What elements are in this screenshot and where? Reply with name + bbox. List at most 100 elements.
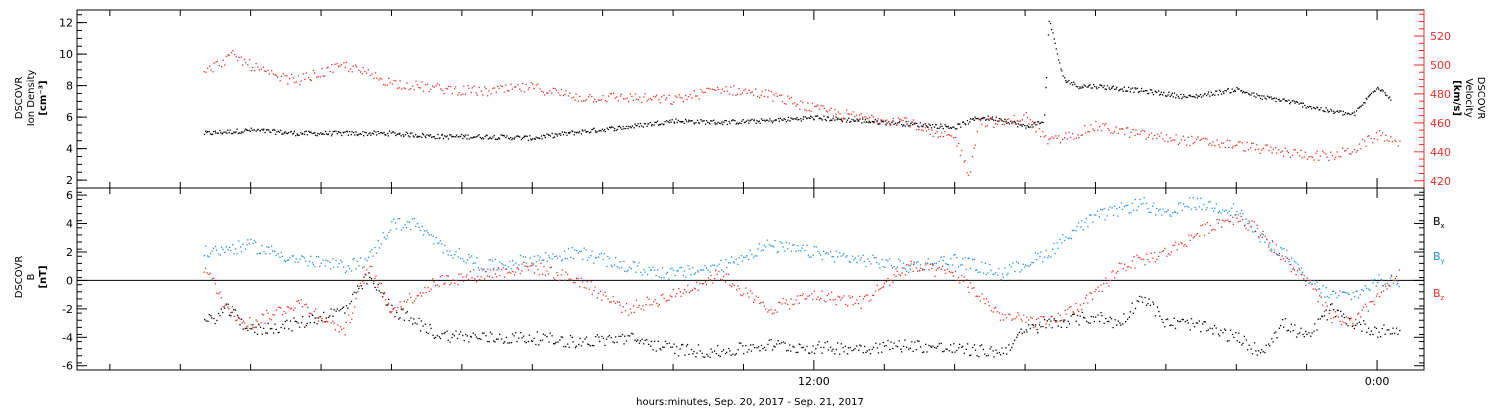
b-bz-point	[728, 273, 730, 275]
b-bx-point	[531, 340, 534, 342]
b-bz-point	[792, 303, 794, 306]
b-bx-point	[291, 330, 293, 332]
b-bz-point	[546, 270, 548, 272]
b-bx-point	[966, 343, 969, 345]
ion-density-point	[525, 135, 527, 137]
velocity-point	[726, 90, 729, 92]
ion-density-point	[491, 138, 493, 140]
b-bx-point	[1006, 353, 1008, 355]
b-by-point	[644, 271, 646, 273]
ion-density-point	[777, 117, 780, 120]
b-by-point	[1378, 274, 1380, 276]
b-bx-point	[958, 343, 961, 346]
b-bx-point	[219, 315, 221, 317]
ion-density-point	[941, 125, 943, 128]
ion-density-point	[673, 122, 676, 124]
b-bx-point	[533, 337, 535, 340]
b-by-point	[415, 225, 417, 227]
b-bz-point	[219, 291, 221, 293]
b-bx-point	[806, 345, 808, 348]
velocity-point	[1355, 151, 1357, 153]
ion-density-point	[681, 121, 683, 123]
ion-density-point	[212, 133, 214, 135]
ion-density-point	[617, 126, 619, 128]
ion-density-point	[1084, 85, 1086, 87]
b-bx-point	[1297, 333, 1299, 335]
b-bz-point	[801, 294, 803, 297]
ion-density-point	[1087, 86, 1089, 88]
b-by-point	[518, 264, 520, 266]
b-bz-point	[1147, 258, 1149, 261]
b-bx-point	[1014, 339, 1016, 341]
b-bz-point	[1050, 316, 1052, 318]
b-bx-point	[655, 350, 657, 352]
b-by-point	[356, 260, 358, 262]
b-bz-point	[1202, 224, 1204, 226]
b-bz-point	[333, 322, 335, 324]
velocity-point	[1325, 153, 1327, 155]
ion-density-point	[323, 133, 325, 136]
b-bx-point	[842, 346, 844, 349]
ion-density-point	[496, 138, 498, 140]
b-bx-point	[820, 346, 822, 349]
b-bz-point	[830, 291, 833, 293]
ion-density-point	[396, 133, 398, 136]
b-bx-point	[596, 334, 599, 336]
ion-density-point	[441, 134, 443, 136]
b-bz-point	[1037, 317, 1039, 320]
b-by-point	[327, 260, 329, 262]
ion-density-point	[810, 115, 812, 117]
velocity-point	[497, 85, 499, 88]
velocity-point	[433, 86, 435, 88]
b-bz-point	[1344, 322, 1346, 324]
b-bx-point	[754, 346, 756, 349]
ion-density-point	[1191, 95, 1194, 98]
b-by-point	[1265, 238, 1268, 240]
b-bz-point	[899, 274, 902, 277]
b-by-point	[1280, 246, 1282, 249]
b-bx-point	[1395, 327, 1398, 329]
velocity-point	[1124, 133, 1126, 136]
b-by-point	[860, 257, 862, 259]
b-bz-point	[377, 286, 379, 288]
ion-density-point	[473, 136, 475, 138]
b-bz-point	[921, 269, 924, 271]
ion-density-point	[560, 134, 562, 136]
b-bz-point	[503, 276, 506, 278]
b-bx-point	[599, 340, 601, 343]
velocity-point	[1033, 123, 1035, 125]
b-bz-point	[415, 298, 417, 300]
b-bz-point	[1111, 271, 1113, 273]
ion-density-point	[227, 129, 229, 131]
b-bz-point	[569, 278, 572, 280]
b-by-point	[433, 243, 435, 245]
velocity-point	[807, 102, 809, 104]
b-bx-point	[951, 351, 953, 353]
velocity-point	[530, 82, 532, 84]
velocity-point	[445, 87, 447, 90]
velocity-point	[1107, 127, 1109, 130]
b-bz-point	[956, 279, 958, 281]
b-by-point	[1123, 205, 1126, 208]
ion-density-point	[831, 119, 833, 121]
b-bz-point	[309, 312, 312, 315]
ion-density-point	[950, 127, 953, 129]
ion-density-point	[626, 125, 628, 128]
b-bz-point	[797, 295, 799, 297]
velocity-point	[378, 79, 380, 81]
b-bz-point	[1228, 221, 1230, 223]
ion-density-point	[1146, 90, 1148, 92]
b-bz-point	[929, 263, 931, 265]
b-bx-point	[759, 350, 761, 352]
ion-density-point	[230, 132, 233, 135]
ion-density-point	[1309, 105, 1311, 108]
velocity-point	[1150, 132, 1153, 134]
y-tick-label: -6	[62, 360, 73, 373]
b-bz-point	[471, 277, 473, 279]
b-bz-point	[967, 286, 969, 289]
ion-density-point	[1248, 93, 1250, 95]
b-bx-point	[938, 343, 941, 345]
b-by-point	[1023, 266, 1026, 268]
b-by-point	[773, 246, 775, 248]
ion-density-point	[1314, 108, 1317, 110]
